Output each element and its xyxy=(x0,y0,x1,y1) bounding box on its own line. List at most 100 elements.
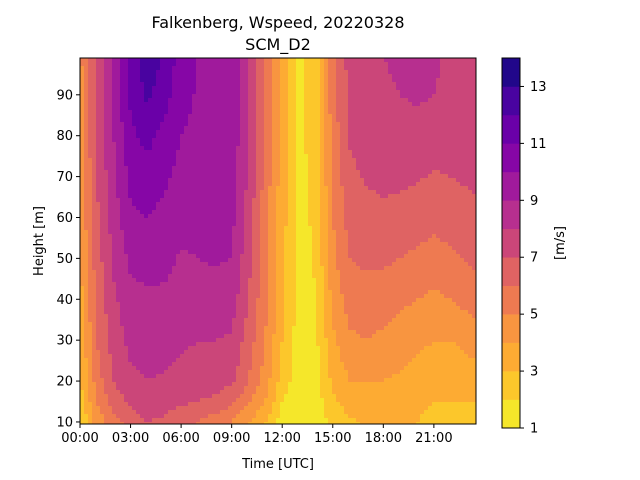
contour-cell xyxy=(412,302,456,307)
contour-cell xyxy=(104,106,112,111)
contour-cell xyxy=(232,318,244,323)
contour-cell xyxy=(328,242,336,247)
contour-cell xyxy=(236,202,244,207)
contour-cell xyxy=(328,274,340,279)
contour-cell xyxy=(348,374,392,379)
contour-cell xyxy=(108,222,120,227)
contour-cell xyxy=(108,194,116,199)
contour-cell xyxy=(264,346,272,351)
contour-cell xyxy=(80,102,84,107)
contour-cell xyxy=(156,206,236,211)
contour-cell xyxy=(124,158,176,163)
contour-cell xyxy=(268,278,276,283)
contour-cell xyxy=(340,346,424,351)
contour-cell xyxy=(80,338,84,343)
contour-cell xyxy=(256,390,268,395)
contour-cell xyxy=(236,306,248,311)
contour-cell xyxy=(440,238,476,243)
contour-cell xyxy=(92,330,96,335)
contour-cell xyxy=(80,358,88,363)
contour-cell xyxy=(92,406,100,411)
contour-cell xyxy=(272,114,280,119)
contour-cell xyxy=(264,402,272,407)
contour-cell xyxy=(268,306,276,311)
contour-cell xyxy=(348,230,476,235)
contour-cell xyxy=(92,202,100,207)
contour-cell xyxy=(324,274,328,279)
y-tick-label: 30 xyxy=(56,334,73,349)
contour-cell xyxy=(320,258,328,263)
contour-cell xyxy=(308,210,320,215)
contour-cell xyxy=(316,294,324,299)
contour-cell xyxy=(116,178,128,183)
contour-cell xyxy=(348,234,432,239)
contour-plot-area xyxy=(80,58,476,425)
contour-cell xyxy=(324,66,328,71)
contour-cell xyxy=(332,222,344,227)
contour-cell xyxy=(328,106,336,111)
contour-cell xyxy=(156,78,172,83)
contour-cell xyxy=(252,254,260,259)
contour-cell xyxy=(240,358,252,363)
contour-cell xyxy=(240,410,256,415)
contour-cell xyxy=(428,174,448,179)
x-tick-label: 00:00 xyxy=(61,431,98,446)
contour-cell xyxy=(324,86,328,91)
contour-cell xyxy=(196,422,232,425)
contour-cell xyxy=(256,298,268,303)
contour-cell xyxy=(324,270,328,275)
contour-cell xyxy=(324,142,332,147)
contour-cell xyxy=(224,386,244,391)
contour-cell xyxy=(336,98,348,103)
contour-cell xyxy=(80,314,84,319)
contour-cell xyxy=(88,274,96,279)
contour-cell xyxy=(320,58,324,63)
contour-cell xyxy=(440,74,476,79)
contour-cell xyxy=(256,98,264,103)
contour-cell xyxy=(288,82,296,87)
contour-cell xyxy=(324,182,332,187)
contour-cell xyxy=(104,94,112,99)
contour-cell xyxy=(136,126,160,131)
contour-cell xyxy=(88,82,96,87)
contour-cell xyxy=(212,394,240,399)
contour-cell xyxy=(88,250,92,255)
contour-cell xyxy=(308,186,320,191)
contour-cell xyxy=(400,370,476,375)
contour-cell xyxy=(104,270,112,275)
contour-cell xyxy=(280,106,288,111)
contour-cell xyxy=(128,262,176,267)
contour-cell xyxy=(344,190,376,195)
contour-cell xyxy=(296,290,316,295)
contour-cell xyxy=(80,366,88,371)
contour-cell xyxy=(112,102,120,107)
contour-cell xyxy=(92,250,100,255)
contour-cell xyxy=(84,286,88,291)
contour-cell xyxy=(288,390,320,395)
contour-cell xyxy=(80,174,84,179)
contour-cell xyxy=(112,126,124,131)
contour-cell xyxy=(100,230,108,235)
contour-cell xyxy=(80,86,84,91)
contour-cell xyxy=(108,346,128,351)
contour-cell xyxy=(312,250,320,255)
contour-cell xyxy=(340,134,348,139)
contour-cell xyxy=(116,142,124,147)
contour-cell xyxy=(108,182,116,187)
contour-cell xyxy=(236,218,244,223)
contour-cell xyxy=(456,250,476,255)
contour-cell xyxy=(320,138,324,143)
contour-cell xyxy=(296,134,304,139)
contour-cell xyxy=(348,414,420,419)
contour-cell xyxy=(80,126,84,131)
contour-cell xyxy=(248,106,256,111)
contour-cell xyxy=(276,198,288,203)
contour-cell xyxy=(340,138,348,143)
contour-cell xyxy=(340,270,476,275)
contour-cell xyxy=(124,238,232,243)
contour-cell xyxy=(288,190,296,195)
contour-cell xyxy=(196,66,240,71)
contour-cell xyxy=(104,266,112,271)
contour-cell xyxy=(92,254,100,259)
contour-cell xyxy=(144,374,156,379)
